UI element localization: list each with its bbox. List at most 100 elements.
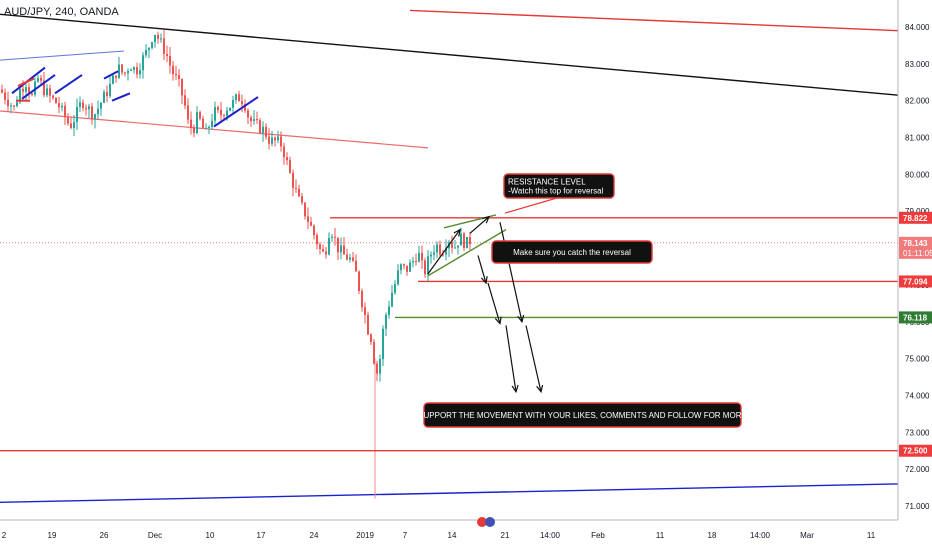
x-tick-label: 24 <box>310 531 319 540</box>
x-tick-label: 10 <box>206 531 215 540</box>
trendline-blue-bottom[interactable] <box>0 483 899 504</box>
candle-body <box>394 284 396 293</box>
candle-body <box>157 35 159 39</box>
annotation-resistance-text: -Watch this top for reversal <box>508 187 604 196</box>
candle-body <box>61 105 63 108</box>
candle-body <box>412 261 414 263</box>
pattern-line-blue-5[interactable] <box>213 96 259 128</box>
pattern-line-red-1[interactable] <box>17 77 35 87</box>
x-tick-label: 19 <box>48 531 57 540</box>
annotation-support-movement-box <box>423 402 742 428</box>
price-tag-bg <box>899 311 932 324</box>
candle-body <box>7 99 9 107</box>
candle-body <box>295 187 297 189</box>
candle-body <box>283 146 285 158</box>
candle-body <box>82 102 84 109</box>
candle-body <box>421 252 423 261</box>
arrow-down-4[interactable] <box>505 325 517 392</box>
pattern-line-blue-4[interactable] <box>111 92 131 102</box>
candle-body <box>442 254 444 256</box>
arrow-down-5[interactable] <box>525 325 542 392</box>
arrow-down-2[interactable] <box>487 282 501 324</box>
candle-body <box>382 328 384 360</box>
x-tick-label: 21 <box>501 531 510 540</box>
price-tag-text: 77.094 <box>903 277 928 286</box>
x-tick-label: 2019 <box>356 531 374 540</box>
candle-body <box>445 248 447 255</box>
candle-body <box>181 79 183 96</box>
candle-body <box>16 102 18 107</box>
candle-body <box>196 112 198 134</box>
annotation-support-movement[interactable]: SUPPORT THE MOVEMENT WITH YOUR LIKES, CO… <box>418 402 747 428</box>
candle-body <box>145 49 147 56</box>
candle-body <box>373 342 375 364</box>
annotation-catch-reversal-text: Make sure you catch the reversal <box>513 248 631 257</box>
price-tag-text: 78.822 <box>903 214 928 223</box>
candle-body <box>262 126 264 134</box>
arrow-up-2-head <box>482 215 491 224</box>
candle-body <box>52 95 54 98</box>
x-tick-label: 11 <box>867 531 876 540</box>
y-tick-label: 75.000 <box>905 355 930 364</box>
annotation-resistance[interactable]: RESISTANCE LEVEL-Watch this top for reve… <box>503 173 615 199</box>
candle-body <box>403 264 405 266</box>
pattern-line-blue-2[interactable] <box>54 74 83 95</box>
candle-body <box>115 75 117 78</box>
candle-body <box>31 93 33 95</box>
candle-body <box>1 89 3 93</box>
arrow-up-1[interactable] <box>427 229 461 275</box>
candle-body <box>406 265 408 272</box>
candle-body <box>106 91 108 96</box>
candle-body <box>352 257 354 261</box>
x-tick-label: 2 <box>2 531 7 540</box>
price-tag-text: 78.143 <box>903 239 928 248</box>
candle-body <box>178 74 180 80</box>
candle-body <box>64 105 66 118</box>
candle-body <box>274 137 276 141</box>
candle-body <box>133 67 135 70</box>
candle-body <box>325 251 327 255</box>
trendline-red-top[interactable] <box>409 9 899 32</box>
candle-body <box>43 80 45 96</box>
candle-body <box>37 77 39 82</box>
trendline-black[interactable] <box>0 13 899 96</box>
x-tick-label: 26 <box>100 531 109 540</box>
candle-body <box>328 237 330 255</box>
candle-body <box>94 114 96 120</box>
candle-body <box>379 359 381 374</box>
candle-body <box>268 136 270 144</box>
candle-body <box>175 74 177 76</box>
event-flag-icon[interactable] <box>485 517 495 527</box>
candle-body <box>130 69 132 72</box>
candle-body <box>166 54 168 56</box>
candle-body <box>451 242 453 248</box>
arrow-down-3[interactable] <box>499 222 523 322</box>
x-tick-label: 14:00 <box>540 531 561 540</box>
price-tag-bg <box>899 275 932 288</box>
arrow-down-1[interactable] <box>477 255 487 284</box>
candle-body <box>238 94 240 102</box>
candle-body <box>79 102 81 107</box>
pattern-line-blue-1[interactable] <box>21 74 56 100</box>
candle-body <box>100 102 102 109</box>
wedge-lower[interactable] <box>427 229 507 277</box>
trendline-blue-top-left[interactable] <box>0 50 125 61</box>
arrow-up-2[interactable] <box>469 216 490 234</box>
candle-body <box>226 110 228 116</box>
candle-body <box>151 42 153 48</box>
candle-body <box>355 260 357 272</box>
y-tick-label: 82.000 <box>905 97 930 106</box>
x-tick-label: 14 <box>448 531 457 540</box>
candle-body <box>208 126 210 128</box>
candle-body <box>343 245 345 255</box>
candle-body <box>118 64 120 78</box>
pattern-line-blue-3[interactable] <box>103 70 119 80</box>
candle-body <box>304 202 306 217</box>
candle-body <box>301 196 303 203</box>
candle-body <box>148 47 150 50</box>
annotation-catch-reversal[interactable]: Make sure you catch the reversal <box>491 240 653 264</box>
event-flag-icon[interactable] <box>477 517 487 527</box>
